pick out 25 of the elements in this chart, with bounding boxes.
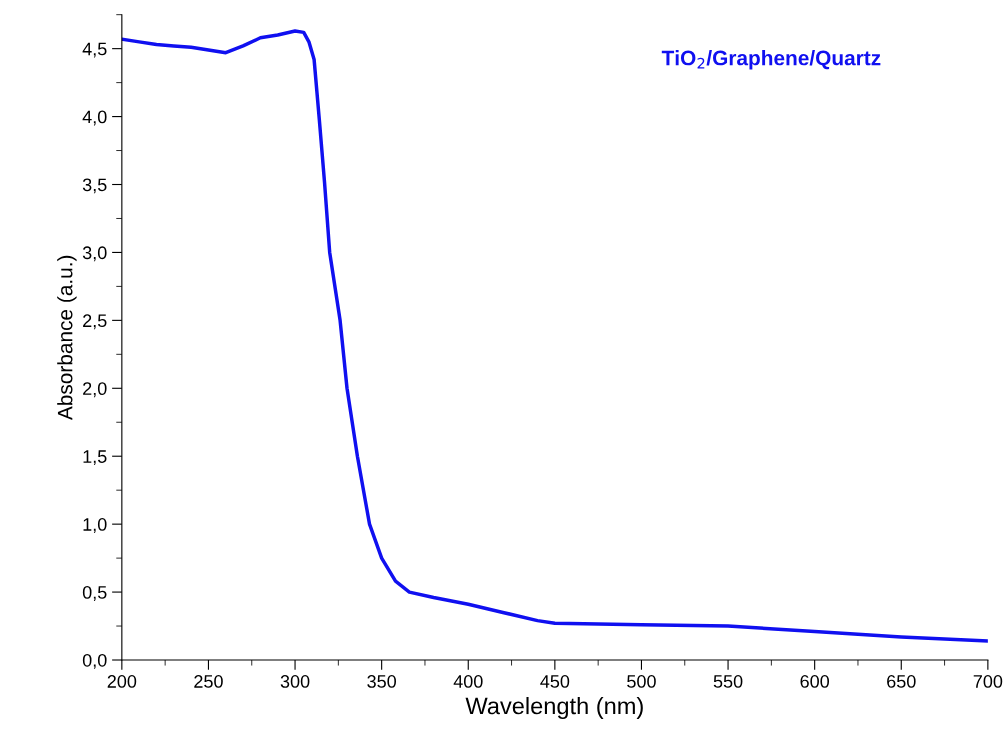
y-tick-label: 2,0 [83,382,107,398]
x-tick-label: 700 [973,675,1003,688]
x-tick-label: 250 [194,675,223,688]
y-tick-label: 1,0 [83,518,107,533]
x-tick-label: 300 [280,675,310,688]
x-tick-label: 350 [367,675,397,688]
y-tick-label: 3,0 [82,246,107,262]
line-series [121,29,988,643]
x-tick-label: 500 [627,675,656,688]
y-axis-title: Absorbance (a.u.) [57,255,77,421]
y-tick-label: 1,5 [83,450,107,466]
y-tick-label: 0,0 [82,653,107,669]
x-tick-label: 450 [540,675,570,688]
x-tick-label: 400 [453,675,483,688]
x-axis-title: Wavelength (nm) [465,696,643,719]
y-tick-label: 3,5 [82,178,107,194]
x-tick-label: 650 [887,675,916,688]
x-tick-label: 550 [713,675,743,688]
y-tick-label: 4,0 [82,110,107,126]
y-tick-label: 4,5 [82,42,107,58]
annotation: TiO$_{2}$/Graphene/Quartz [661,50,881,70]
x-tick-label: 600 [800,675,830,688]
x-tick-label: 200 [107,675,137,688]
y-tick-label: 0,5 [82,586,107,601]
y-tick-label: 2,5 [83,314,107,330]
